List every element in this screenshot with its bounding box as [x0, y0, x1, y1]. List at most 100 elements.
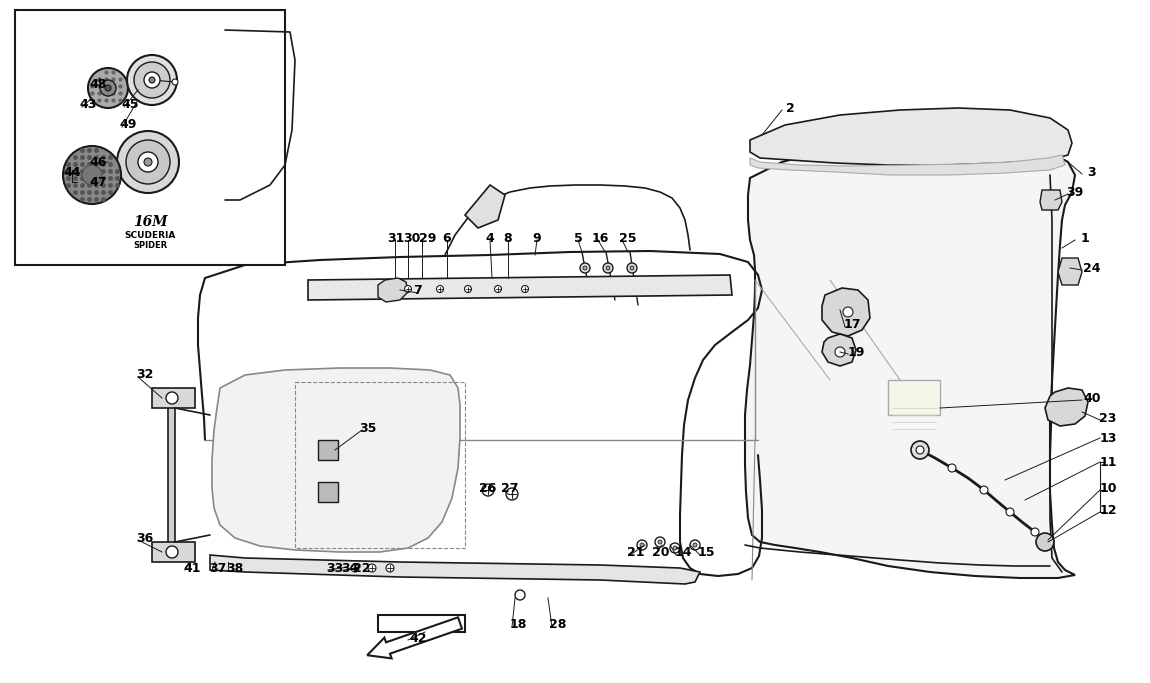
Text: 4: 4: [485, 232, 494, 245]
Polygon shape: [750, 108, 1072, 165]
Circle shape: [637, 540, 647, 550]
Text: 8: 8: [504, 232, 512, 245]
Polygon shape: [745, 143, 1075, 578]
Polygon shape: [465, 185, 505, 228]
Circle shape: [100, 80, 116, 96]
Text: 24: 24: [1083, 262, 1101, 275]
Circle shape: [1036, 533, 1055, 551]
Text: 3: 3: [1088, 165, 1096, 178]
Circle shape: [437, 285, 444, 292]
Circle shape: [405, 285, 412, 292]
Circle shape: [980, 486, 988, 494]
Bar: [888, 380, 940, 415]
Circle shape: [150, 77, 155, 83]
Text: 6: 6: [443, 232, 451, 245]
Ellipse shape: [89, 68, 128, 108]
Circle shape: [166, 392, 178, 404]
Circle shape: [166, 546, 178, 558]
Text: 12: 12: [1099, 503, 1117, 516]
Circle shape: [172, 79, 178, 85]
Circle shape: [506, 488, 518, 500]
Circle shape: [641, 543, 644, 547]
Polygon shape: [378, 615, 465, 632]
Text: 37: 37: [209, 561, 227, 574]
Text: 44: 44: [63, 165, 80, 178]
Text: 5: 5: [574, 232, 582, 245]
Polygon shape: [152, 542, 196, 562]
Ellipse shape: [126, 140, 170, 184]
Text: 30: 30: [404, 232, 421, 245]
Circle shape: [603, 263, 613, 273]
Text: 21: 21: [627, 546, 645, 559]
FancyArrow shape: [367, 617, 462, 658]
Text: 45: 45: [121, 98, 139, 111]
Circle shape: [1006, 508, 1014, 516]
Text: 20: 20: [652, 546, 669, 559]
Text: 2: 2: [785, 102, 795, 115]
Text: 46: 46: [90, 156, 107, 169]
Text: 16: 16: [591, 232, 608, 245]
Polygon shape: [378, 278, 408, 302]
Polygon shape: [822, 288, 871, 336]
Circle shape: [368, 564, 376, 572]
Text: SCUDERIA: SCUDERIA: [124, 230, 176, 240]
Text: 18: 18: [509, 619, 527, 632]
Circle shape: [948, 464, 956, 472]
Polygon shape: [210, 555, 700, 584]
Text: 29: 29: [420, 232, 437, 245]
Polygon shape: [750, 155, 1065, 175]
Text: 38: 38: [227, 561, 244, 574]
Text: 28: 28: [550, 619, 567, 632]
Circle shape: [658, 540, 662, 544]
Circle shape: [693, 543, 697, 547]
Text: 26: 26: [480, 482, 497, 494]
Text: 43: 43: [79, 98, 97, 111]
Circle shape: [105, 85, 112, 91]
Text: 39: 39: [1066, 186, 1083, 199]
Circle shape: [580, 263, 590, 273]
Text: 13: 13: [1099, 432, 1117, 445]
Polygon shape: [822, 334, 856, 366]
Circle shape: [351, 564, 359, 572]
Text: 19: 19: [848, 346, 865, 359]
Text: 27: 27: [501, 482, 519, 494]
Circle shape: [656, 537, 665, 547]
Text: 22: 22: [353, 561, 370, 574]
Text: 49: 49: [120, 118, 137, 132]
Text: 35: 35: [359, 421, 377, 434]
Text: 33: 33: [327, 561, 344, 574]
Polygon shape: [168, 390, 175, 558]
Text: 9: 9: [532, 232, 542, 245]
Polygon shape: [1040, 190, 1061, 210]
Circle shape: [1032, 528, 1038, 536]
Ellipse shape: [63, 146, 121, 204]
Text: SPIDER: SPIDER: [133, 242, 167, 251]
Polygon shape: [152, 388, 196, 408]
Circle shape: [843, 307, 853, 317]
Circle shape: [144, 72, 160, 88]
Polygon shape: [1045, 388, 1088, 426]
Text: 10: 10: [1099, 482, 1117, 494]
Text: 41: 41: [183, 561, 201, 574]
Circle shape: [386, 564, 394, 572]
Text: 25: 25: [619, 232, 637, 245]
Circle shape: [465, 285, 471, 292]
Circle shape: [673, 546, 677, 550]
Circle shape: [690, 540, 700, 550]
Text: 40: 40: [1083, 391, 1101, 404]
Circle shape: [627, 263, 637, 273]
Text: 48: 48: [90, 79, 107, 92]
Text: 34: 34: [342, 561, 359, 574]
Text: 31: 31: [388, 232, 405, 245]
Circle shape: [670, 543, 680, 553]
Circle shape: [911, 441, 929, 459]
Text: 32: 32: [137, 369, 154, 382]
Polygon shape: [212, 368, 460, 552]
Text: 23: 23: [1099, 411, 1117, 425]
Bar: [15, 10, 285, 265]
Ellipse shape: [126, 55, 177, 105]
Text: 7: 7: [414, 283, 422, 296]
Text: 47: 47: [90, 176, 107, 189]
Circle shape: [917, 446, 923, 454]
Text: 14: 14: [674, 546, 692, 559]
